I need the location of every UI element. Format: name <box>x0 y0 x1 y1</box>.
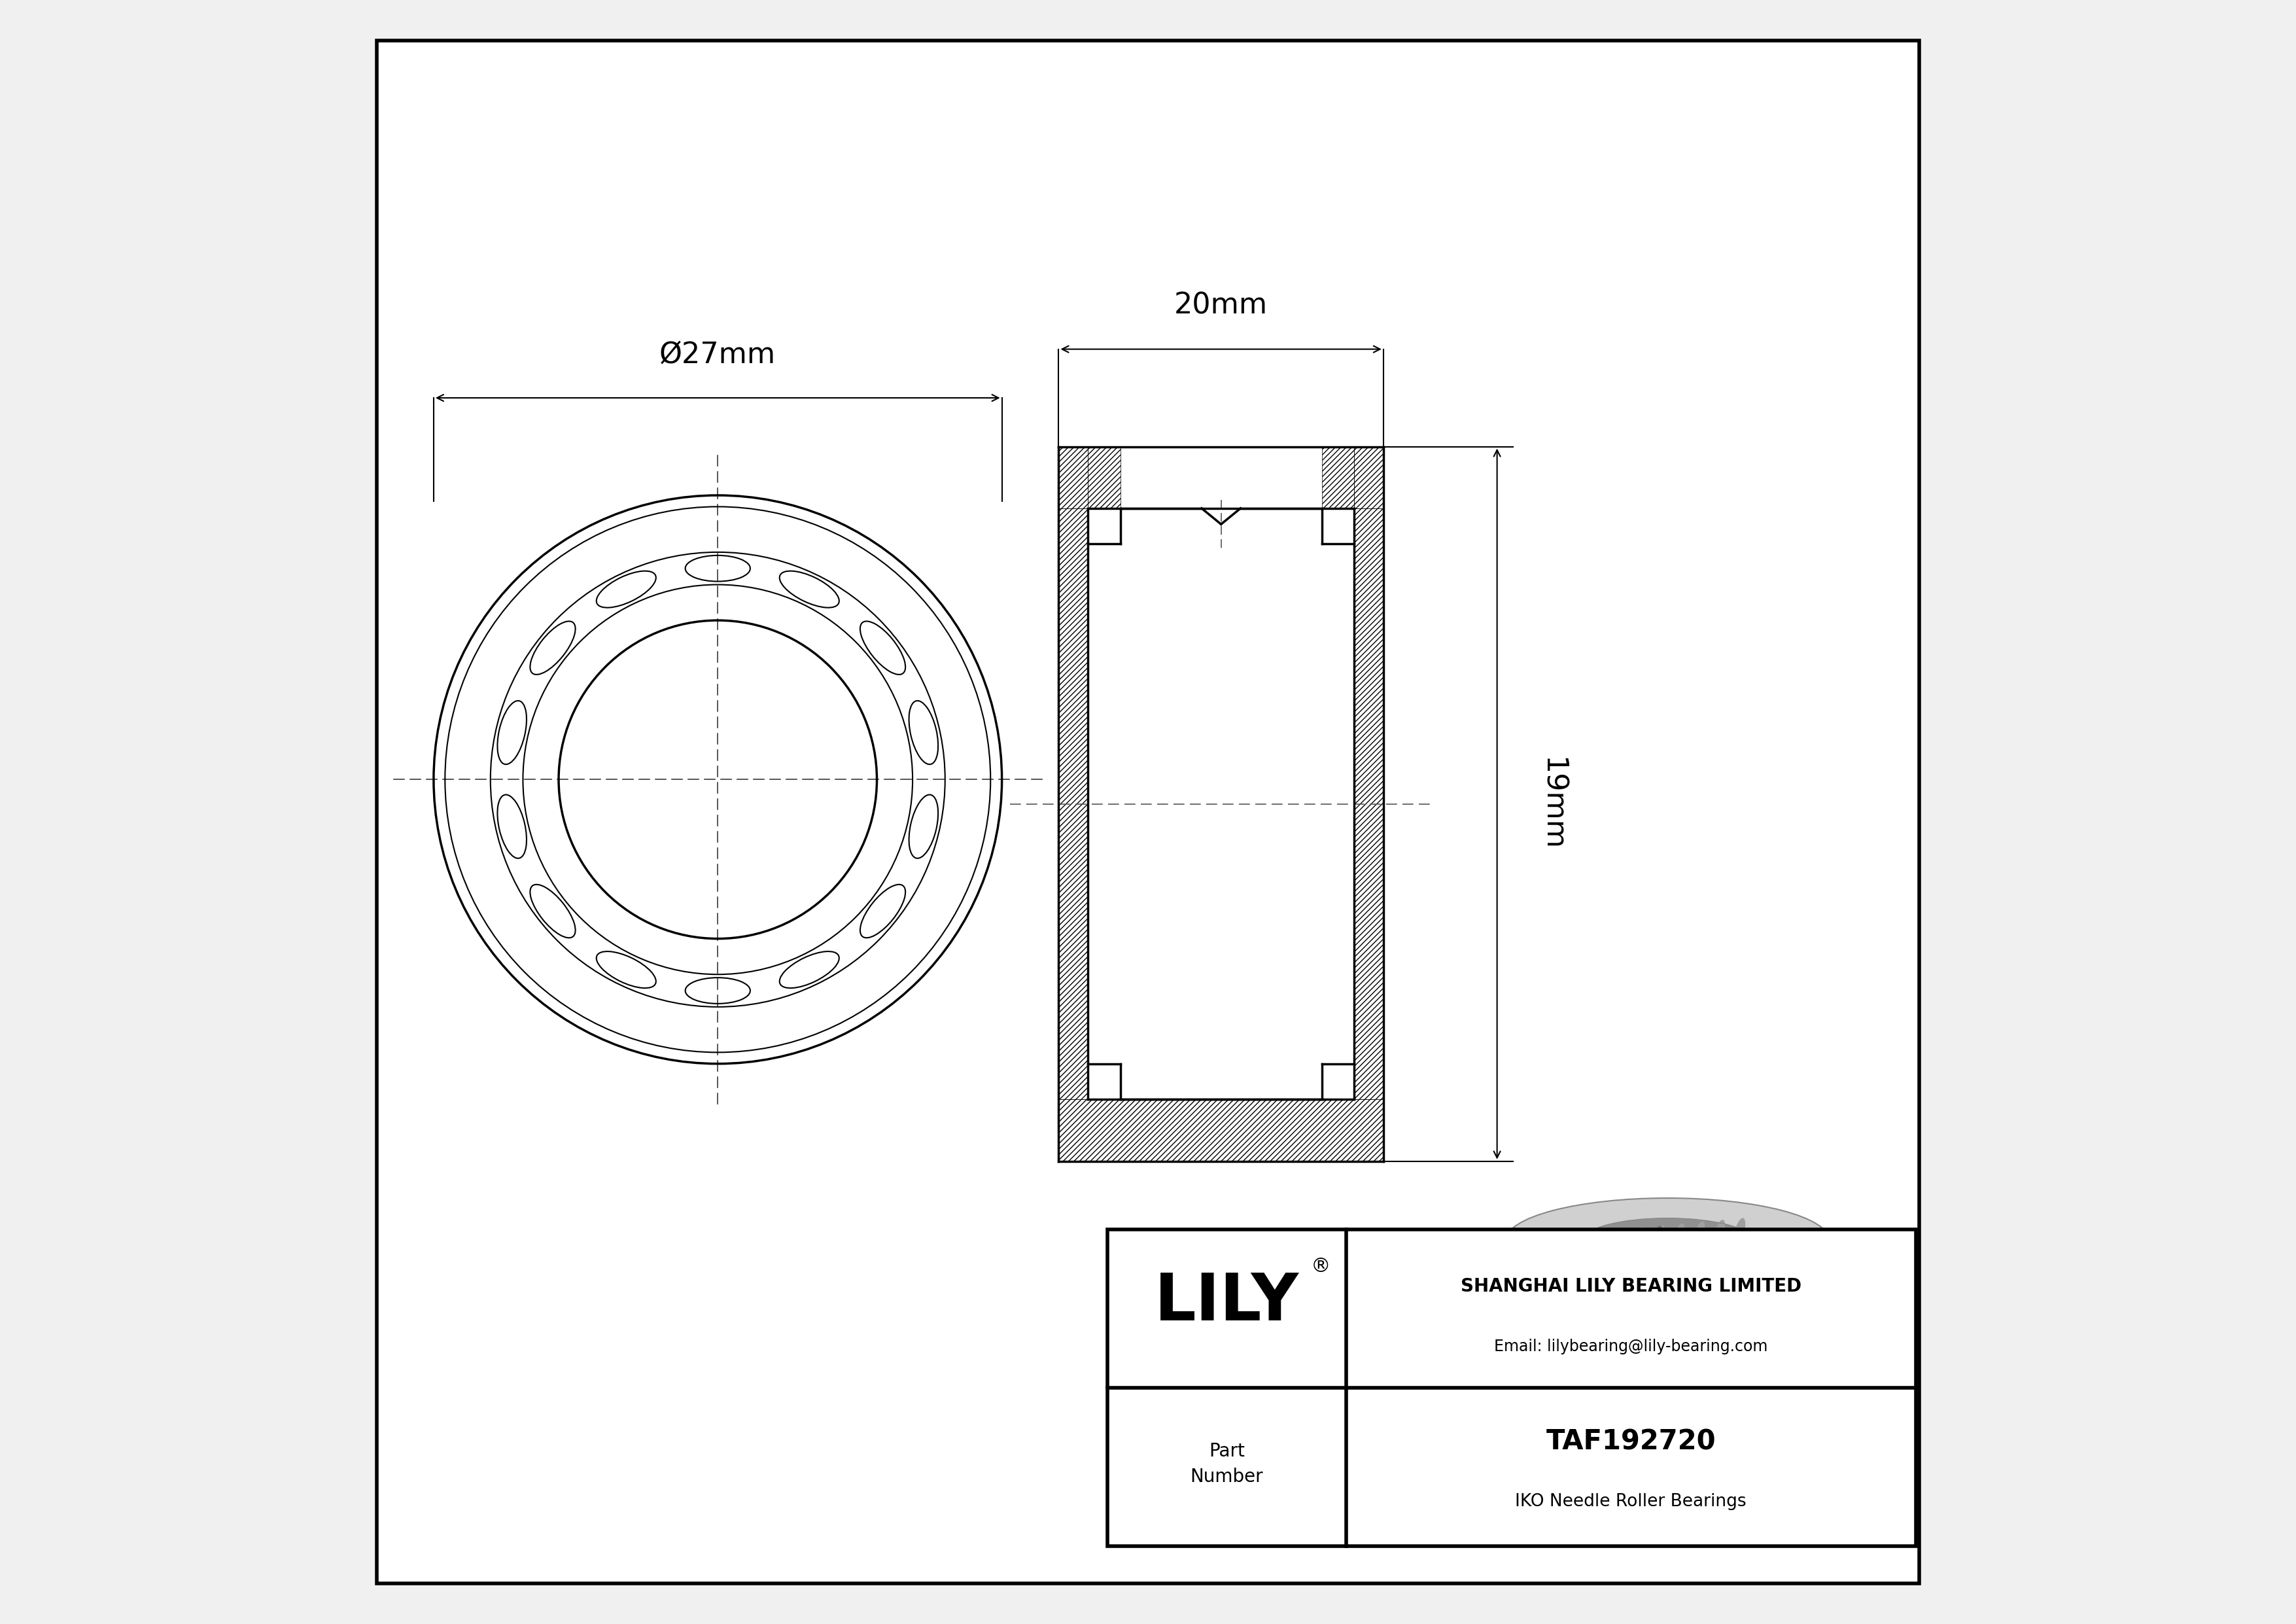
Ellipse shape <box>1731 1218 1745 1250</box>
Ellipse shape <box>1713 1220 1724 1252</box>
Text: 20mm: 20mm <box>1173 292 1267 320</box>
Bar <box>1355 508 1384 1099</box>
Ellipse shape <box>1651 1224 1665 1257</box>
Ellipse shape <box>1582 1218 1752 1263</box>
Bar <box>1506 1241 1830 1306</box>
Text: SHANGHAI LILY BEARING LIMITED: SHANGHAI LILY BEARING LIMITED <box>1460 1276 1802 1296</box>
Bar <box>1322 447 1355 508</box>
Bar <box>1088 447 1120 508</box>
Bar <box>1107 1229 1915 1546</box>
Bar <box>1107 1229 1915 1546</box>
Text: 19mm: 19mm <box>1538 757 1566 851</box>
Text: Part
Number: Part Number <box>1189 1442 1263 1486</box>
Bar <box>1355 447 1384 508</box>
Ellipse shape <box>1630 1228 1644 1259</box>
Ellipse shape <box>1692 1221 1706 1254</box>
Ellipse shape <box>1589 1231 1603 1263</box>
Text: TAF192720: TAF192720 <box>1545 1427 1715 1455</box>
Ellipse shape <box>1609 1229 1623 1260</box>
Bar <box>1058 508 1088 1099</box>
Text: LILY: LILY <box>1155 1270 1300 1333</box>
Text: ®: ® <box>1311 1257 1332 1276</box>
Ellipse shape <box>1671 1223 1685 1255</box>
Text: Ø27mm: Ø27mm <box>659 341 776 369</box>
Text: Email: lilybearing@lily-bearing.com: Email: lilybearing@lily-bearing.com <box>1495 1338 1768 1354</box>
Text: IKO Needle Roller Bearings: IKO Needle Roller Bearings <box>1515 1492 1747 1510</box>
Ellipse shape <box>1506 1263 1830 1348</box>
Bar <box>1058 447 1088 508</box>
Bar <box>1058 1099 1384 1161</box>
Ellipse shape <box>1506 1199 1830 1283</box>
